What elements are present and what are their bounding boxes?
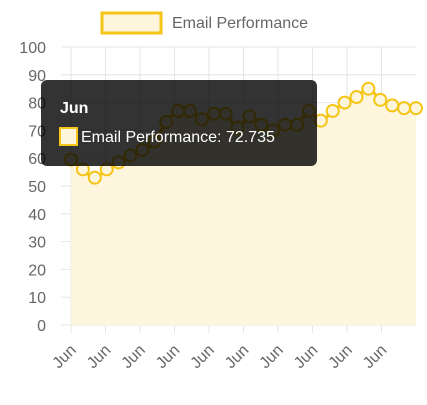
legend[interactable]: Email Performance — [100, 11, 308, 35]
y-tick-label: 40 — [28, 207, 46, 224]
legend-swatch[interactable] — [100, 11, 163, 35]
y-tick-label: 100 — [19, 40, 46, 57]
y-tick-label: 50 — [28, 179, 46, 196]
x-axis: Jun Jun Jun Jun Jun Jun Jun Jun Jun Jun — [50, 342, 391, 372]
tooltip-box — [41, 80, 317, 166]
tooltip-title: Jun — [60, 100, 88, 117]
data-point[interactable] — [409, 101, 423, 116]
y-tick-label: 90 — [28, 68, 46, 85]
data-point[interactable] — [385, 98, 400, 113]
tooltip-swatch — [59, 127, 78, 146]
x-tick-label: Jun — [119, 342, 149, 372]
x-tick-label: Jun — [188, 342, 218, 372]
data-point[interactable] — [373, 92, 388, 107]
data-point[interactable] — [87, 170, 102, 185]
data-point[interactable] — [361, 81, 376, 96]
tooltip: Jun Email Performance: 72.735 — [41, 80, 317, 166]
x-tick-label: Jun — [50, 342, 80, 372]
x-tick-label: Jun — [84, 342, 114, 372]
tooltip-label: Email Performance: 72.735 — [81, 129, 275, 146]
x-tick-label: Jun — [291, 342, 321, 372]
x-tick-label: Jun — [257, 342, 287, 372]
legend-label[interactable]: Email Performance — [172, 15, 308, 32]
x-tick-label: Jun — [360, 342, 390, 372]
y-tick-label: 30 — [28, 235, 46, 252]
x-tick-label: Jun — [153, 342, 183, 372]
data-point[interactable] — [325, 103, 340, 118]
y-tick-label: 20 — [28, 262, 46, 279]
data-point[interactable] — [397, 101, 412, 116]
y-tick-label: 0 — [37, 318, 46, 335]
x-tick-label: Jun — [326, 342, 356, 372]
data-point[interactable] — [349, 90, 364, 105]
data-point[interactable] — [337, 95, 352, 110]
y-tick-label: 10 — [28, 290, 46, 307]
x-tick-label: Jun — [222, 342, 252, 372]
